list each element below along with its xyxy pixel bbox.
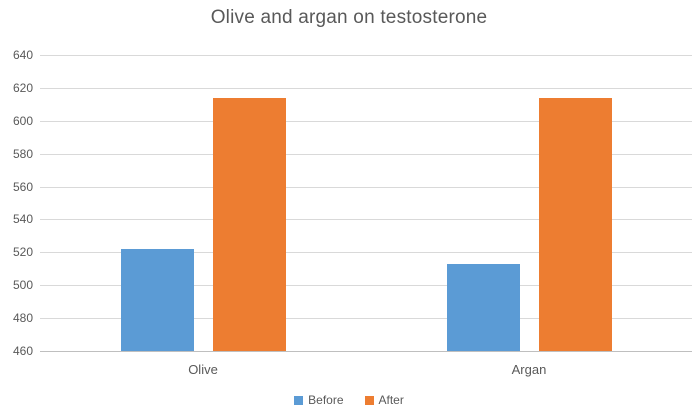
- y-tick-label: 480: [12, 311, 33, 326]
- bar-after-olive: [212, 97, 286, 351]
- legend: Before After: [0, 391, 698, 409]
- x-category-label: Olive: [188, 362, 218, 377]
- y-tick-label: 500: [12, 278, 33, 293]
- gridline: [40, 55, 692, 56]
- y-tick-label: 560: [12, 179, 33, 194]
- x-category-label: Argan: [511, 362, 547, 377]
- bar-after-argan: [538, 97, 612, 351]
- y-tick-label: 460: [12, 344, 33, 358]
- legend-item-before: Before: [294, 393, 344, 407]
- x-axis: Olive Argan: [40, 352, 692, 377]
- gridline: [40, 285, 692, 287]
- legend-label: Before: [308, 393, 344, 407]
- chart-title: Olive and argan on testosterone: [210, 7, 488, 28]
- y-tick-label: 580: [12, 146, 33, 161]
- y-tick-label: 540: [12, 212, 33, 227]
- gridline: [40, 252, 692, 254]
- gridline: [40, 318, 692, 320]
- y-tick-label: 640: [12, 48, 33, 62]
- y-axis: 460 480 500 520 540 560 580 600 620 640: [0, 48, 33, 358]
- gridline: [40, 153, 692, 155]
- bar-before-olive: [120, 249, 194, 351]
- legend-label: After: [378, 393, 404, 407]
- legend-swatch: [294, 395, 304, 405]
- y-tick-label: 520: [12, 245, 33, 260]
- legend-swatch: [364, 395, 374, 405]
- y-tick-label: 600: [12, 113, 33, 128]
- gridline: [40, 219, 692, 221]
- x-axis-line: [40, 351, 692, 352]
- gridline: [40, 120, 692, 122]
- plot-area: [40, 55, 692, 352]
- legend-item-after: After: [364, 393, 404, 407]
- y-tick-label: 620: [12, 80, 33, 95]
- gridline: [40, 87, 692, 89]
- gridline: [40, 186, 692, 188]
- bar-before-argan: [446, 263, 520, 351]
